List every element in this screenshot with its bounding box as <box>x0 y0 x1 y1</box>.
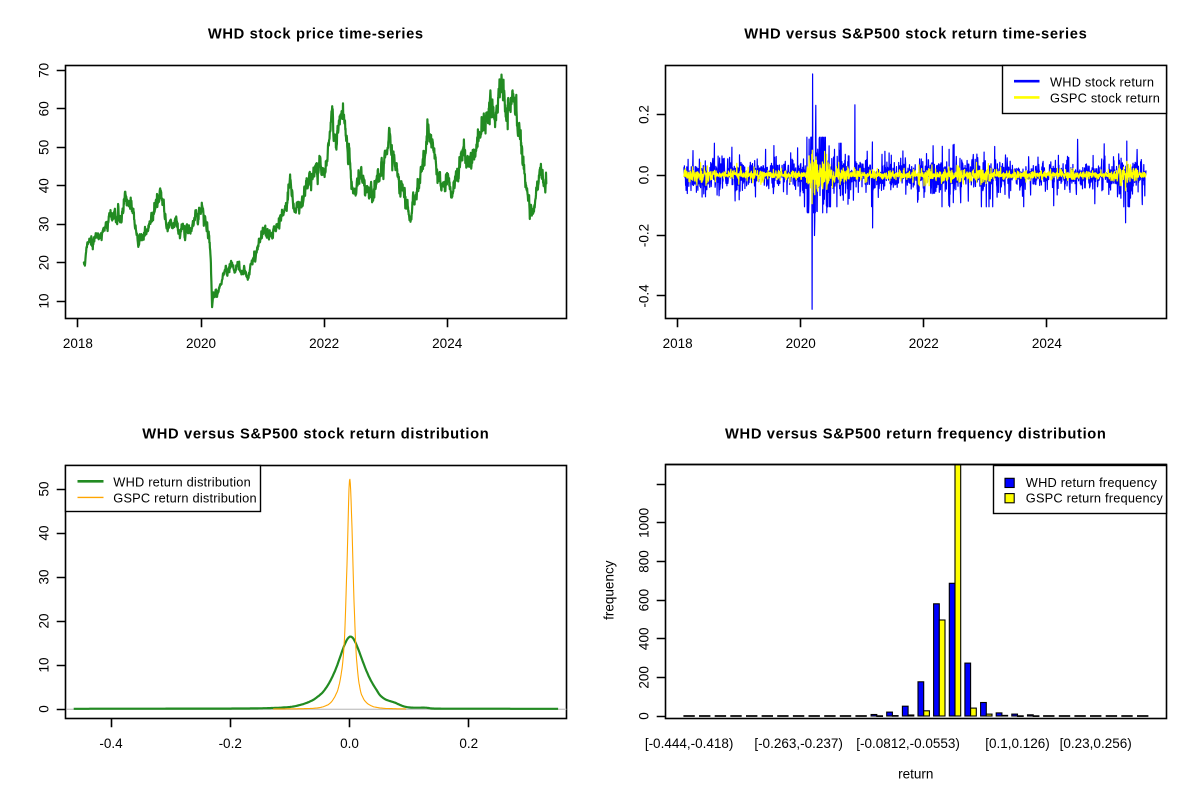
svg-text:0: 0 <box>36 705 51 713</box>
svg-text:30: 30 <box>36 569 51 584</box>
svg-text:2024: 2024 <box>1032 336 1063 351</box>
svg-text:0.0: 0.0 <box>340 736 359 751</box>
svg-text:40: 40 <box>36 525 51 540</box>
svg-text:WHD return distribution: WHD return distribution <box>113 474 251 489</box>
svg-text:GSPC return frequency: GSPC return frequency <box>1026 491 1164 506</box>
svg-text:WHD stock return: WHD stock return <box>1050 74 1154 89</box>
svg-text:1000: 1000 <box>636 508 651 538</box>
svg-text:200: 200 <box>636 666 651 689</box>
svg-text:[0.23,0.256): [0.23,0.256) <box>1060 736 1132 751</box>
svg-text:[-0.444,-0.418): [-0.444,-0.418) <box>645 736 734 751</box>
svg-text:60: 60 <box>36 101 51 116</box>
svg-text:2018: 2018 <box>663 336 693 351</box>
svg-text:2022: 2022 <box>309 336 339 351</box>
svg-text:-0.2: -0.2 <box>219 736 242 751</box>
svg-text:WHD return frequency: WHD return frequency <box>1026 475 1158 490</box>
svg-text:2020: 2020 <box>186 336 216 351</box>
svg-text:GSPC return distribution: GSPC return distribution <box>113 491 256 506</box>
svg-text:WHD versus S&P500 stock return: WHD versus S&P500 stock return time-seri… <box>744 26 1087 42</box>
svg-text:-0.4: -0.4 <box>99 736 123 751</box>
svg-text:50: 50 <box>36 481 51 496</box>
svg-text:20: 20 <box>36 255 51 270</box>
svg-text:GSPC stock return: GSPC stock return <box>1050 91 1160 106</box>
svg-text:2022: 2022 <box>909 336 939 351</box>
svg-text:0.2: 0.2 <box>459 736 478 751</box>
svg-text:2018: 2018 <box>63 336 93 351</box>
svg-text:400: 400 <box>636 628 651 651</box>
svg-text:0: 0 <box>636 712 651 720</box>
svg-text:2020: 2020 <box>786 336 816 351</box>
svg-text:[-0.0812,-0.0553): [-0.0812,-0.0553) <box>856 736 960 751</box>
svg-text:frequency: frequency <box>602 560 617 620</box>
svg-text:-0.2: -0.2 <box>636 224 651 247</box>
svg-text:800: 800 <box>636 550 651 573</box>
svg-text:-0.4: -0.4 <box>636 284 651 308</box>
svg-text:[0.1,0.126): [0.1,0.126) <box>985 736 1050 751</box>
svg-text:40: 40 <box>36 178 51 193</box>
svg-text:WHD versus S&P500 return frequ: WHD versus S&P500 return frequency distr… <box>725 426 1107 442</box>
svg-text:WHD versus S&P500 stock return: WHD versus S&P500 stock return distribut… <box>142 426 489 442</box>
svg-text:[-0.263,-0.237): [-0.263,-0.237) <box>754 736 843 751</box>
svg-text:50: 50 <box>36 140 51 155</box>
svg-text:0.0: 0.0 <box>636 166 651 185</box>
svg-text:30: 30 <box>36 217 51 232</box>
svg-text:0.2: 0.2 <box>636 105 651 124</box>
svg-text:10: 10 <box>36 293 51 308</box>
svg-text:70: 70 <box>36 63 51 78</box>
svg-text:600: 600 <box>636 589 651 612</box>
svg-text:return: return <box>898 767 933 782</box>
svg-text:20: 20 <box>36 613 51 628</box>
svg-text:2024: 2024 <box>432 336 463 351</box>
svg-text:WHD stock price time-series: WHD stock price time-series <box>208 26 424 42</box>
svg-text:10: 10 <box>36 657 51 672</box>
